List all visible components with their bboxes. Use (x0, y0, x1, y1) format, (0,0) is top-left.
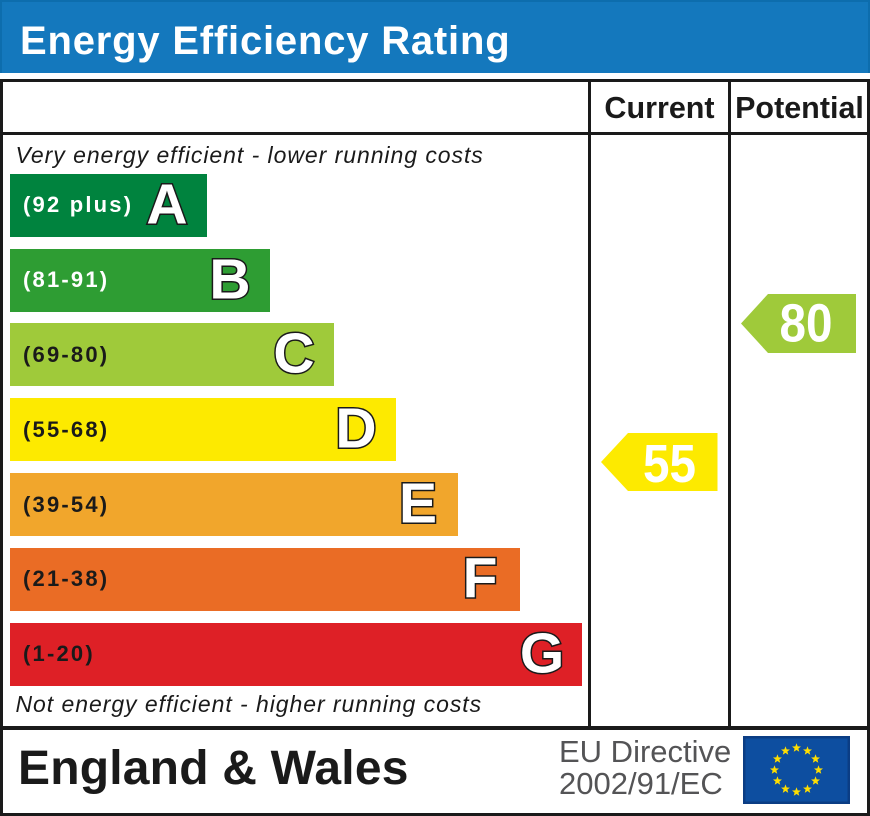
svg-text:G: G (519, 621, 563, 685)
svg-text:80: 80 (780, 295, 833, 354)
svg-text:D: D (335, 397, 376, 461)
svg-text:A: A (146, 172, 187, 236)
svg-text:C: C (273, 322, 314, 386)
svg-text:B: B (209, 247, 250, 311)
svg-text:55: 55 (643, 434, 696, 494)
svg-text:F: F (463, 546, 498, 610)
svg-text:E: E (399, 472, 437, 536)
